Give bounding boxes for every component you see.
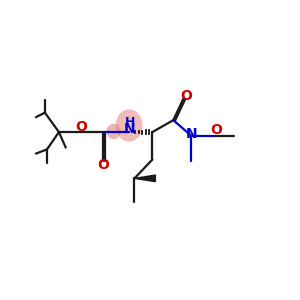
Text: O: O xyxy=(181,89,192,103)
Ellipse shape xyxy=(106,124,121,139)
Text: H: H xyxy=(124,116,135,129)
Polygon shape xyxy=(134,175,155,182)
Ellipse shape xyxy=(116,110,142,142)
Text: N: N xyxy=(124,122,136,136)
Text: O: O xyxy=(210,123,222,137)
Text: N: N xyxy=(186,127,198,141)
Text: O: O xyxy=(75,120,87,134)
Text: O: O xyxy=(97,158,109,172)
